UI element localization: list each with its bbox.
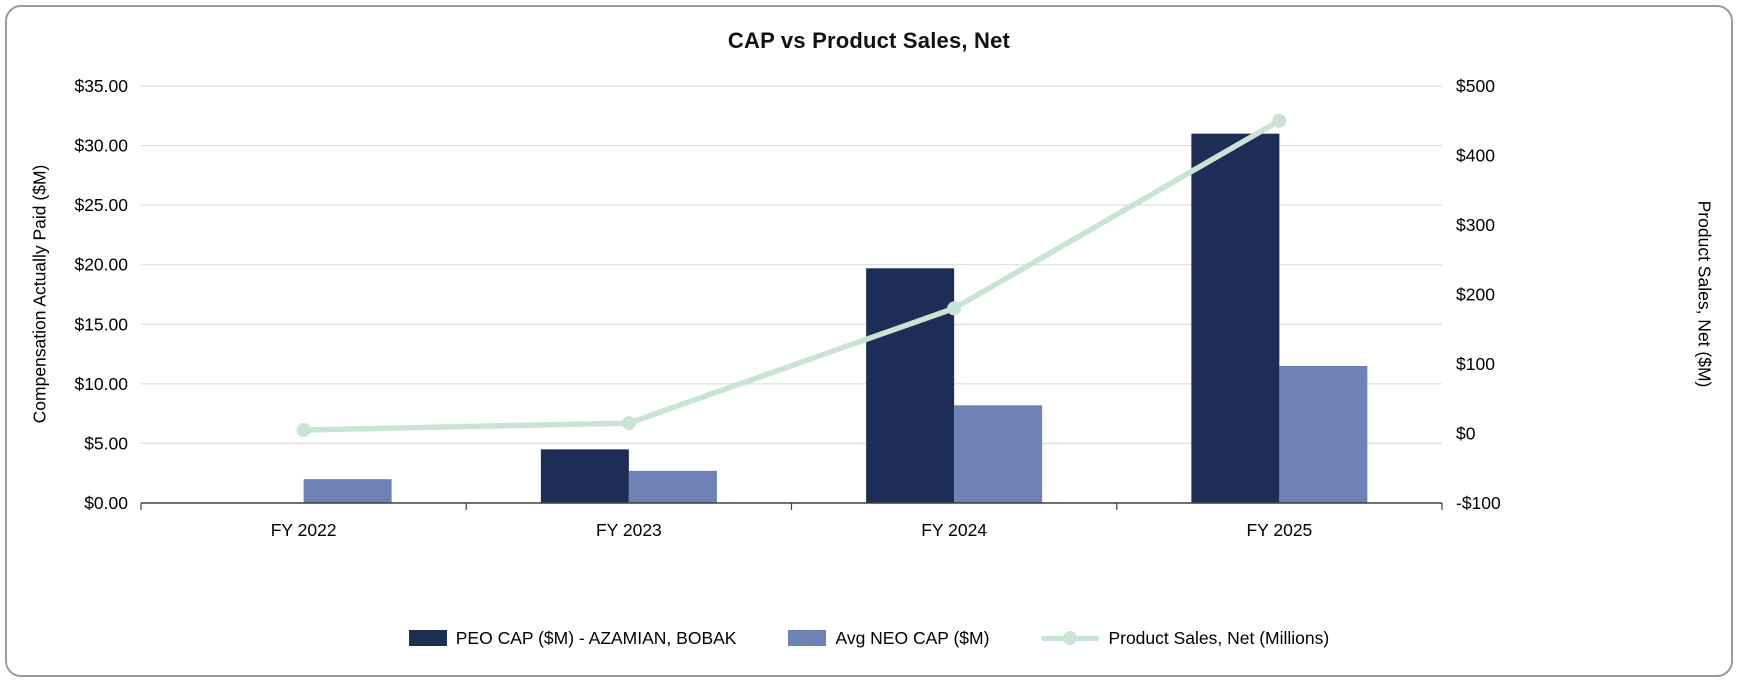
legend: PEO CAP ($M) - AZAMIAN, BOBAK Avg NEO CA… [0, 620, 1738, 656]
bar-series2-fy-2024 [954, 405, 1043, 503]
right-axis-tick-label: -$100 [1456, 493, 1501, 513]
legend-swatch-neo-cap [788, 630, 827, 646]
bar-series2-fy-2025 [1279, 365, 1368, 503]
line-marker [947, 301, 962, 316]
left-axis-tick-label: $0.00 [84, 493, 128, 513]
x-axis-category-label: FY 2023 [596, 520, 662, 540]
left-axis-tick-label: $5.00 [84, 433, 128, 453]
legend-line-sample-marker [1063, 631, 1078, 645]
left-axis-tick-label: $30.00 [74, 136, 128, 156]
line-marker [1272, 113, 1287, 128]
right-axis-tick-label: $100 [1456, 354, 1495, 374]
left-axis-tick-label: $15.00 [74, 314, 128, 334]
left-axis-tick-label: $10.00 [74, 374, 128, 394]
legend-label-product-sales: Product Sales, Net (Millions) [1108, 627, 1330, 648]
legend-swatch-peo-cap [408, 630, 447, 646]
bar-series2-fy-2023 [628, 470, 717, 503]
legend-item-product-sales: Product Sales, Net (Millions) [1041, 628, 1329, 649]
right-axis-tick-label: $500 [1456, 76, 1495, 96]
x-axis-category-label: FY 2025 [1246, 520, 1312, 540]
bar-series2-fy-2022 [303, 479, 392, 503]
right-axis-tick-label: $300 [1456, 215, 1495, 235]
x-axis-category-label: FY 2024 [921, 520, 987, 540]
right-axis-tick-label: $0 [1456, 424, 1476, 444]
bar-series1-fy-2024 [866, 268, 955, 503]
legend-item-neo-cap: Avg NEO CAP ($M) [788, 628, 989, 649]
left-axis-tick-label: $20.00 [74, 255, 128, 275]
left-axis-tick-label: $35.00 [74, 76, 128, 96]
legend-label-peo-cap: PEO CAP ($M) - AZAMIAN, BOBAK [455, 627, 737, 648]
product-sales-line [300, 118, 1283, 433]
line-marker [621, 416, 636, 431]
x-axis-category-label: FY 2022 [271, 520, 337, 540]
bar-series1-fy-2025 [1191, 133, 1280, 503]
legend-item-peo-cap: PEO CAP ($M) - AZAMIAN, BOBAK [408, 627, 737, 649]
line-marker [296, 423, 311, 438]
right-axis-tick-label: $400 [1456, 146, 1495, 166]
bar-series1-fy-2023 [540, 449, 629, 503]
left-axis-tick-label: $25.00 [74, 195, 128, 215]
chart-title: CAP vs Product Sales, Net [727, 28, 1011, 53]
right-axis-tick-label: $200 [1456, 285, 1495, 305]
legend-line-sample [1041, 630, 1100, 646]
legend-label-neo-cap: Avg NEO CAP ($M) [835, 627, 990, 648]
